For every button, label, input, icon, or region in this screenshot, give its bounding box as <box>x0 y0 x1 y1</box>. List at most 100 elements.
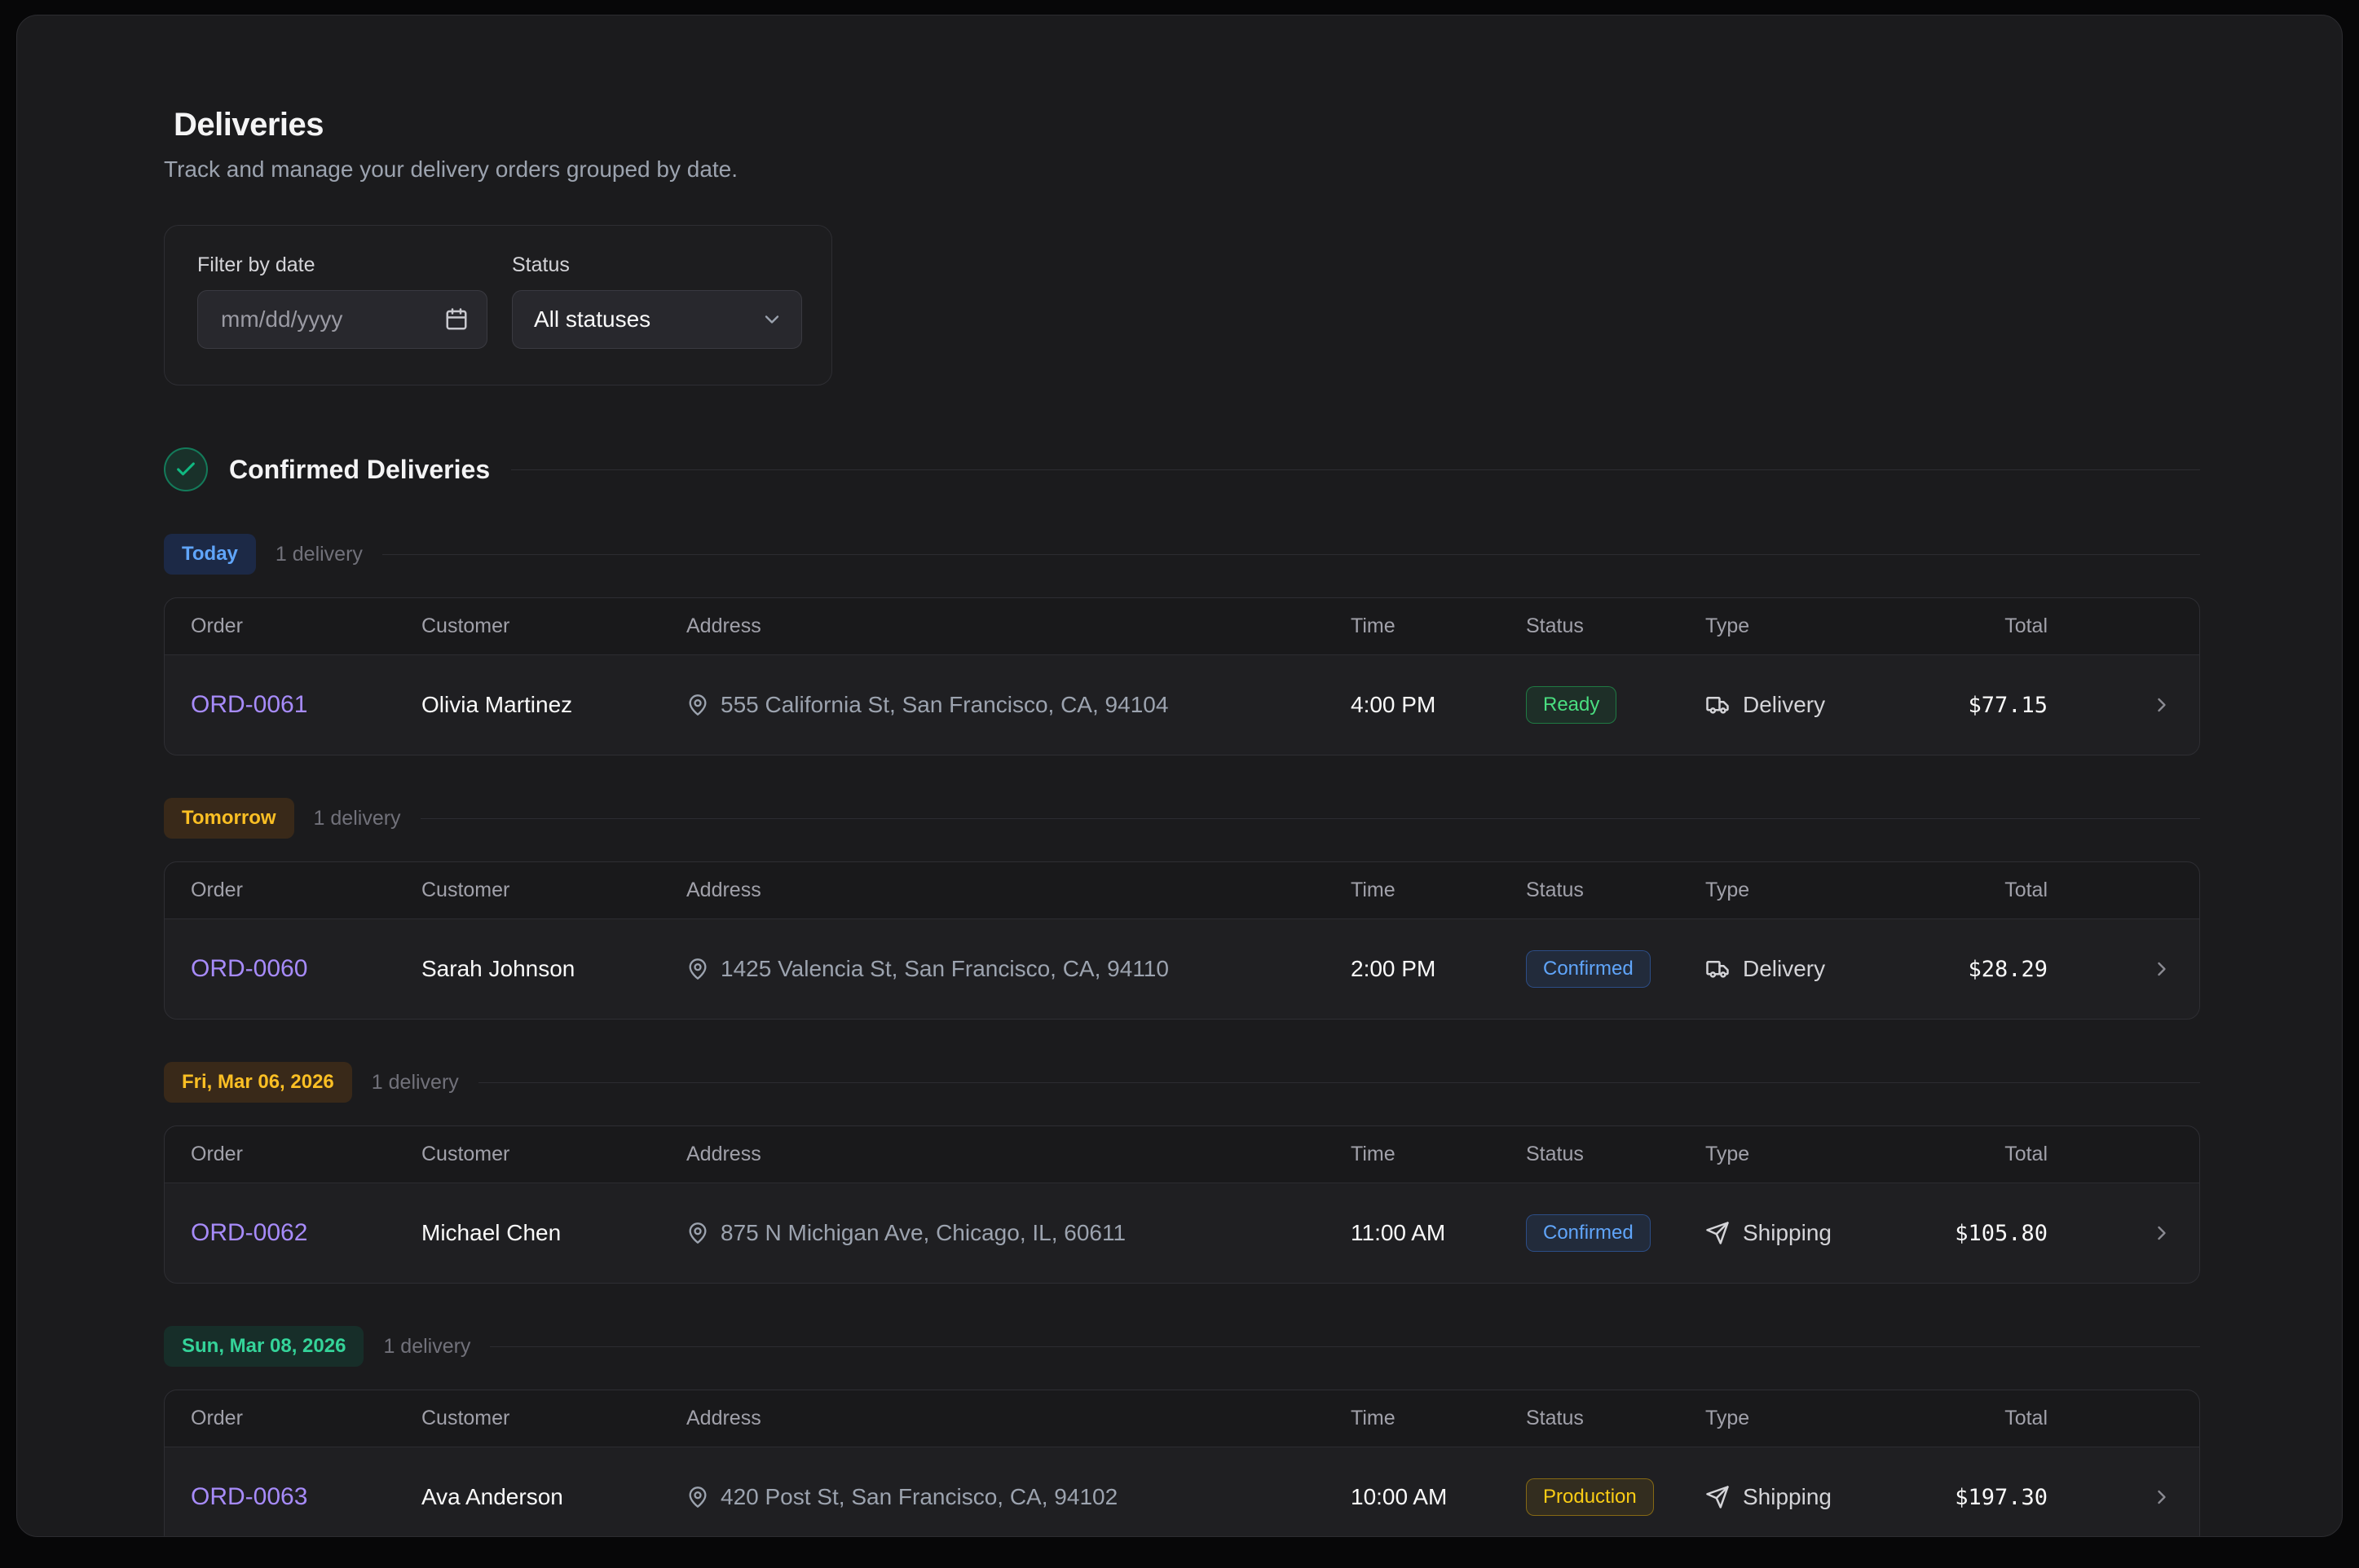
page-title: Deliveries <box>174 107 324 143</box>
group-header: Today 1 delivery <box>164 534 2200 575</box>
order-id[interactable]: ORD-0063 <box>191 1483 308 1510</box>
type-label: Shipping <box>1743 1220 1832 1245</box>
chevron-right-icon[interactable] <box>2048 1222 2173 1244</box>
filter-card: Filter by date Status All statuses <box>164 225 832 385</box>
map-pin-icon <box>686 1486 709 1509</box>
check-circle-icon <box>164 447 208 491</box>
customer-name: Michael Chen <box>421 1220 562 1245</box>
delivery-group-mar06: Fri, Mar 06, 2026 1 delivery Order Custo… <box>164 1062 2200 1284</box>
truck-icon <box>1705 957 1730 981</box>
address-cell: 1425 Valencia St, San Francisco, CA, 941… <box>686 956 1351 982</box>
col-header-time: Time <box>1351 614 1396 637</box>
status-cell: Confirmed <box>1526 1214 1705 1252</box>
table-row[interactable]: ORD-0061 Olivia Martinez 555 California … <box>165 655 2199 755</box>
col-header-status: Status <box>1526 614 1584 637</box>
type-label: Delivery <box>1743 692 1826 717</box>
customer-name: Olivia Martinez <box>421 692 573 717</box>
address-text: 1425 Valencia St, San Francisco, CA, 941… <box>721 956 1169 981</box>
col-header-status: Status <box>1526 879 1584 901</box>
order-id[interactable]: ORD-0062 <box>191 1219 308 1246</box>
status-cell: Ready <box>1526 686 1705 724</box>
date-input[interactable] <box>219 306 423 333</box>
chevron-right-icon[interactable] <box>2048 1486 2173 1509</box>
table-row[interactable]: ORD-0063 Ava Anderson 420 Post St, San F… <box>165 1447 2199 1536</box>
group-count: 1 delivery <box>275 542 363 566</box>
status-filter-select[interactable]: All statuses <box>512 290 802 349</box>
col-header-customer: Customer <box>421 879 510 901</box>
order-id[interactable]: ORD-0060 <box>191 955 308 982</box>
orders-table: Order Customer Address Time Status Type … <box>164 1390 2200 1536</box>
table-header-row: Order Customer Address Time Status Type … <box>165 1126 2199 1183</box>
send-icon <box>1705 1221 1730 1245</box>
divider <box>490 1346 2200 1347</box>
col-header-order: Order <box>191 879 243 901</box>
date-filter-input[interactable] <box>197 290 487 349</box>
delivery-group-mar08: Sun, Mar 08, 2026 1 delivery Order Custo… <box>164 1326 2200 1536</box>
col-header-time: Time <box>1351 879 1396 901</box>
table-header-row: Order Customer Address Time Status Type … <box>165 1390 2199 1447</box>
type-label: Delivery <box>1743 956 1826 981</box>
date-filter-field: Filter by date <box>197 253 487 349</box>
col-header-customer: Customer <box>421 1143 510 1165</box>
type-label: Shipping <box>1743 1484 1832 1509</box>
section-header: Confirmed Deliveries <box>164 447 2200 491</box>
group-header: Sun, Mar 08, 2026 1 delivery <box>164 1326 2200 1367</box>
address-cell: 555 California St, San Francisco, CA, 94… <box>686 692 1351 718</box>
time-cell: 4:00 PM <box>1351 692 1436 717</box>
total-cell: $197.30 <box>1955 1484 2048 1510</box>
group-header: Fri, Mar 06, 2026 1 delivery <box>164 1062 2200 1103</box>
col-header-status: Status <box>1526 1143 1584 1165</box>
group-date-badge: Fri, Mar 06, 2026 <box>164 1062 352 1103</box>
col-header-type: Type <box>1705 1143 1750 1165</box>
chevron-down-icon <box>761 308 783 331</box>
customer-name: Sarah Johnson <box>421 956 575 981</box>
col-header-order: Order <box>191 614 243 637</box>
table-row[interactable]: ORD-0060 Sarah Johnson 1425 Valencia St,… <box>165 919 2199 1019</box>
col-header-type: Type <box>1705 614 1750 637</box>
group-date-badge: Sun, Mar 08, 2026 <box>164 1326 364 1367</box>
address-text: 420 Post St, San Francisco, CA, 94102 <box>721 1484 1118 1509</box>
delivery-group-tomorrow: Tomorrow 1 delivery Order Customer Addre… <box>164 798 2200 1020</box>
table-header-row: Order Customer Address Time Status Type … <box>165 862 2199 919</box>
calendar-icon[interactable] <box>444 307 469 332</box>
map-pin-icon <box>686 694 709 716</box>
col-header-total: Total <box>2004 614 2048 637</box>
group-count: 1 delivery <box>383 1334 471 1358</box>
page-subtitle: Track and manage your delivery orders gr… <box>164 156 739 182</box>
table-header-row: Order Customer Address Time Status Type … <box>165 598 2199 655</box>
status-filter-value: All statuses <box>534 306 651 332</box>
total-cell: $77.15 <box>1968 692 2048 718</box>
col-header-address: Address <box>686 879 761 901</box>
divider <box>478 1081 2200 1083</box>
time-cell: 10:00 AM <box>1351 1484 1448 1509</box>
orders-table: Order Customer Address Time Status Type … <box>164 1125 2200 1284</box>
divider <box>511 469 2200 470</box>
col-header-total: Total <box>2004 1143 2048 1165</box>
order-id[interactable]: ORD-0061 <box>191 691 308 718</box>
col-header-address: Address <box>686 1407 761 1429</box>
status-badge: Confirmed <box>1526 1214 1651 1252</box>
chevron-right-icon[interactable] <box>2048 958 2173 980</box>
status-filter-field: Status All statuses <box>512 253 802 349</box>
col-header-order: Order <box>191 1143 243 1165</box>
group-count: 1 delivery <box>371 1070 459 1094</box>
type-cell: Shipping <box>1705 1220 1921 1246</box>
divider <box>420 817 2200 819</box>
delivery-group-today: Today 1 delivery Order Customer Address … <box>164 534 2200 755</box>
status-filter-label: Status <box>512 253 570 276</box>
col-header-time: Time <box>1351 1143 1396 1165</box>
divider <box>381 553 2200 555</box>
address-cell: 420 Post St, San Francisco, CA, 94102 <box>686 1484 1351 1510</box>
group-date-badge: Tomorrow <box>164 798 294 839</box>
address-text: 875 N Michigan Ave, Chicago, IL, 60611 <box>721 1220 1127 1245</box>
status-cell: Confirmed <box>1526 950 1705 988</box>
main-panel: Deliveries Track and manage your deliver… <box>16 15 2343 1537</box>
chevron-right-icon[interactable] <box>2048 694 2173 716</box>
group-count: 1 delivery <box>313 806 401 830</box>
col-header-address: Address <box>686 614 761 637</box>
table-row[interactable]: ORD-0062 Michael Chen 875 N Michigan Ave… <box>165 1183 2199 1283</box>
type-cell: Shipping <box>1705 1484 1921 1510</box>
col-header-address: Address <box>686 1143 761 1165</box>
address-text: 555 California St, San Francisco, CA, 94… <box>721 692 1169 717</box>
group-header: Tomorrow 1 delivery <box>164 798 2200 839</box>
